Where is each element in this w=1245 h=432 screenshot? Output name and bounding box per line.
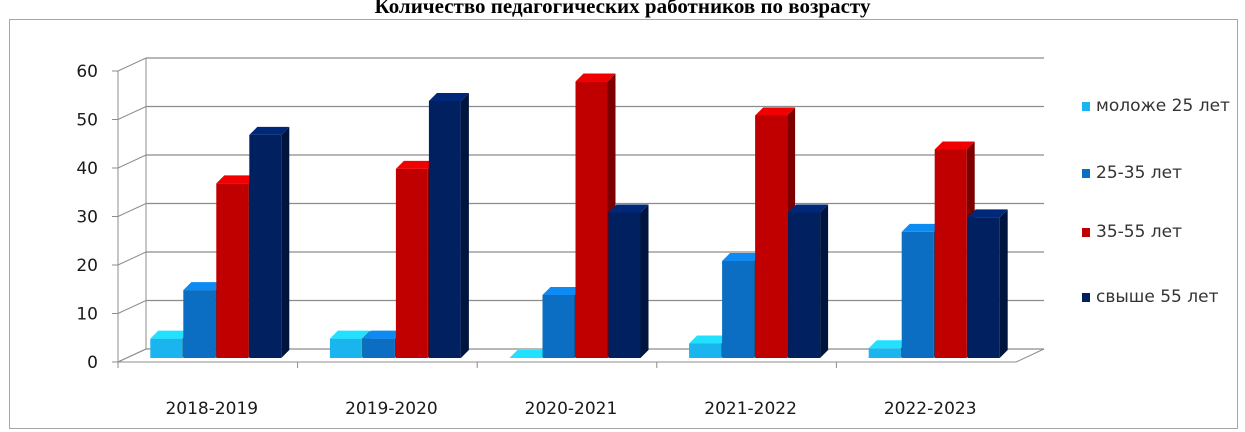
- chart-frame: [9, 19, 1238, 429]
- ytick-label-30: 30: [76, 208, 98, 228]
- legend-label-over-55: свыше 55 лет: [1096, 287, 1219, 307]
- ytick-label-40: 40: [76, 159, 98, 179]
- gridline-diag-40: [117, 154, 147, 169]
- legend-swatch-over-55: [1082, 293, 1090, 302]
- legend-item-under-25: моложе 25 лет: [1082, 93, 1242, 120]
- ytick-label-10: 10: [76, 305, 98, 325]
- bar-2019-2020-s3: [428, 92, 469, 358]
- xtick-label-2019-2020: 2019-2020: [345, 399, 438, 419]
- bar-2018-2019-s3: [249, 126, 290, 359]
- gridline-diag-10: [117, 300, 147, 314]
- gridline-diag-30: [117, 203, 147, 217]
- legend-label-under-25: моложе 25 лет: [1096, 96, 1230, 116]
- legend-item-over-55: свыше 55 лет: [1082, 284, 1242, 311]
- gridline-diag-0: [117, 348, 147, 363]
- bar-2022-2023-s3: [967, 209, 1008, 358]
- legend-swatch-35-55: [1082, 228, 1090, 237]
- ytick-label-0: 0: [87, 353, 98, 373]
- floor-right-edge: [1015, 348, 1045, 363]
- ytick-label-60: 60: [76, 62, 98, 82]
- legend-item-25-35: 25-35 лет: [1082, 160, 1242, 187]
- xtick-label-2021-2022: 2021-2022: [704, 399, 797, 419]
- gridline-diag-50: [117, 106, 147, 120]
- xtick-label-2018-2019: 2018-2019: [165, 399, 258, 419]
- legend-label-25-35: 25-35 лет: [1096, 163, 1183, 183]
- bar-2019-2020-s0: [329, 330, 370, 358]
- legend-label-35-55: 35-55 лет: [1096, 222, 1183, 242]
- gridline-diag-60: [117, 57, 147, 72]
- bar-2020-2021-s0: [509, 350, 550, 358]
- legend-item-35-55: 35-55 лет: [1082, 219, 1242, 246]
- xtick-label-2020-2021: 2020-2021: [525, 399, 618, 419]
- legend-swatch-under-25: [1082, 102, 1090, 111]
- ytick-label-20: 20: [76, 256, 98, 276]
- bar-2020-2021-s2: [575, 73, 616, 359]
- xtick-label-2022-2023: 2022-2023: [884, 399, 977, 419]
- chart-title: Количество педагогических работников по …: [374, 0, 871, 18]
- ytick-label-50: 50: [76, 111, 98, 131]
- bar-2020-2021-s3: [608, 204, 649, 358]
- gridline-diag-20: [117, 251, 147, 266]
- bar-2021-2022-s3: [788, 204, 829, 358]
- legend-swatch-25-35: [1082, 169, 1090, 178]
